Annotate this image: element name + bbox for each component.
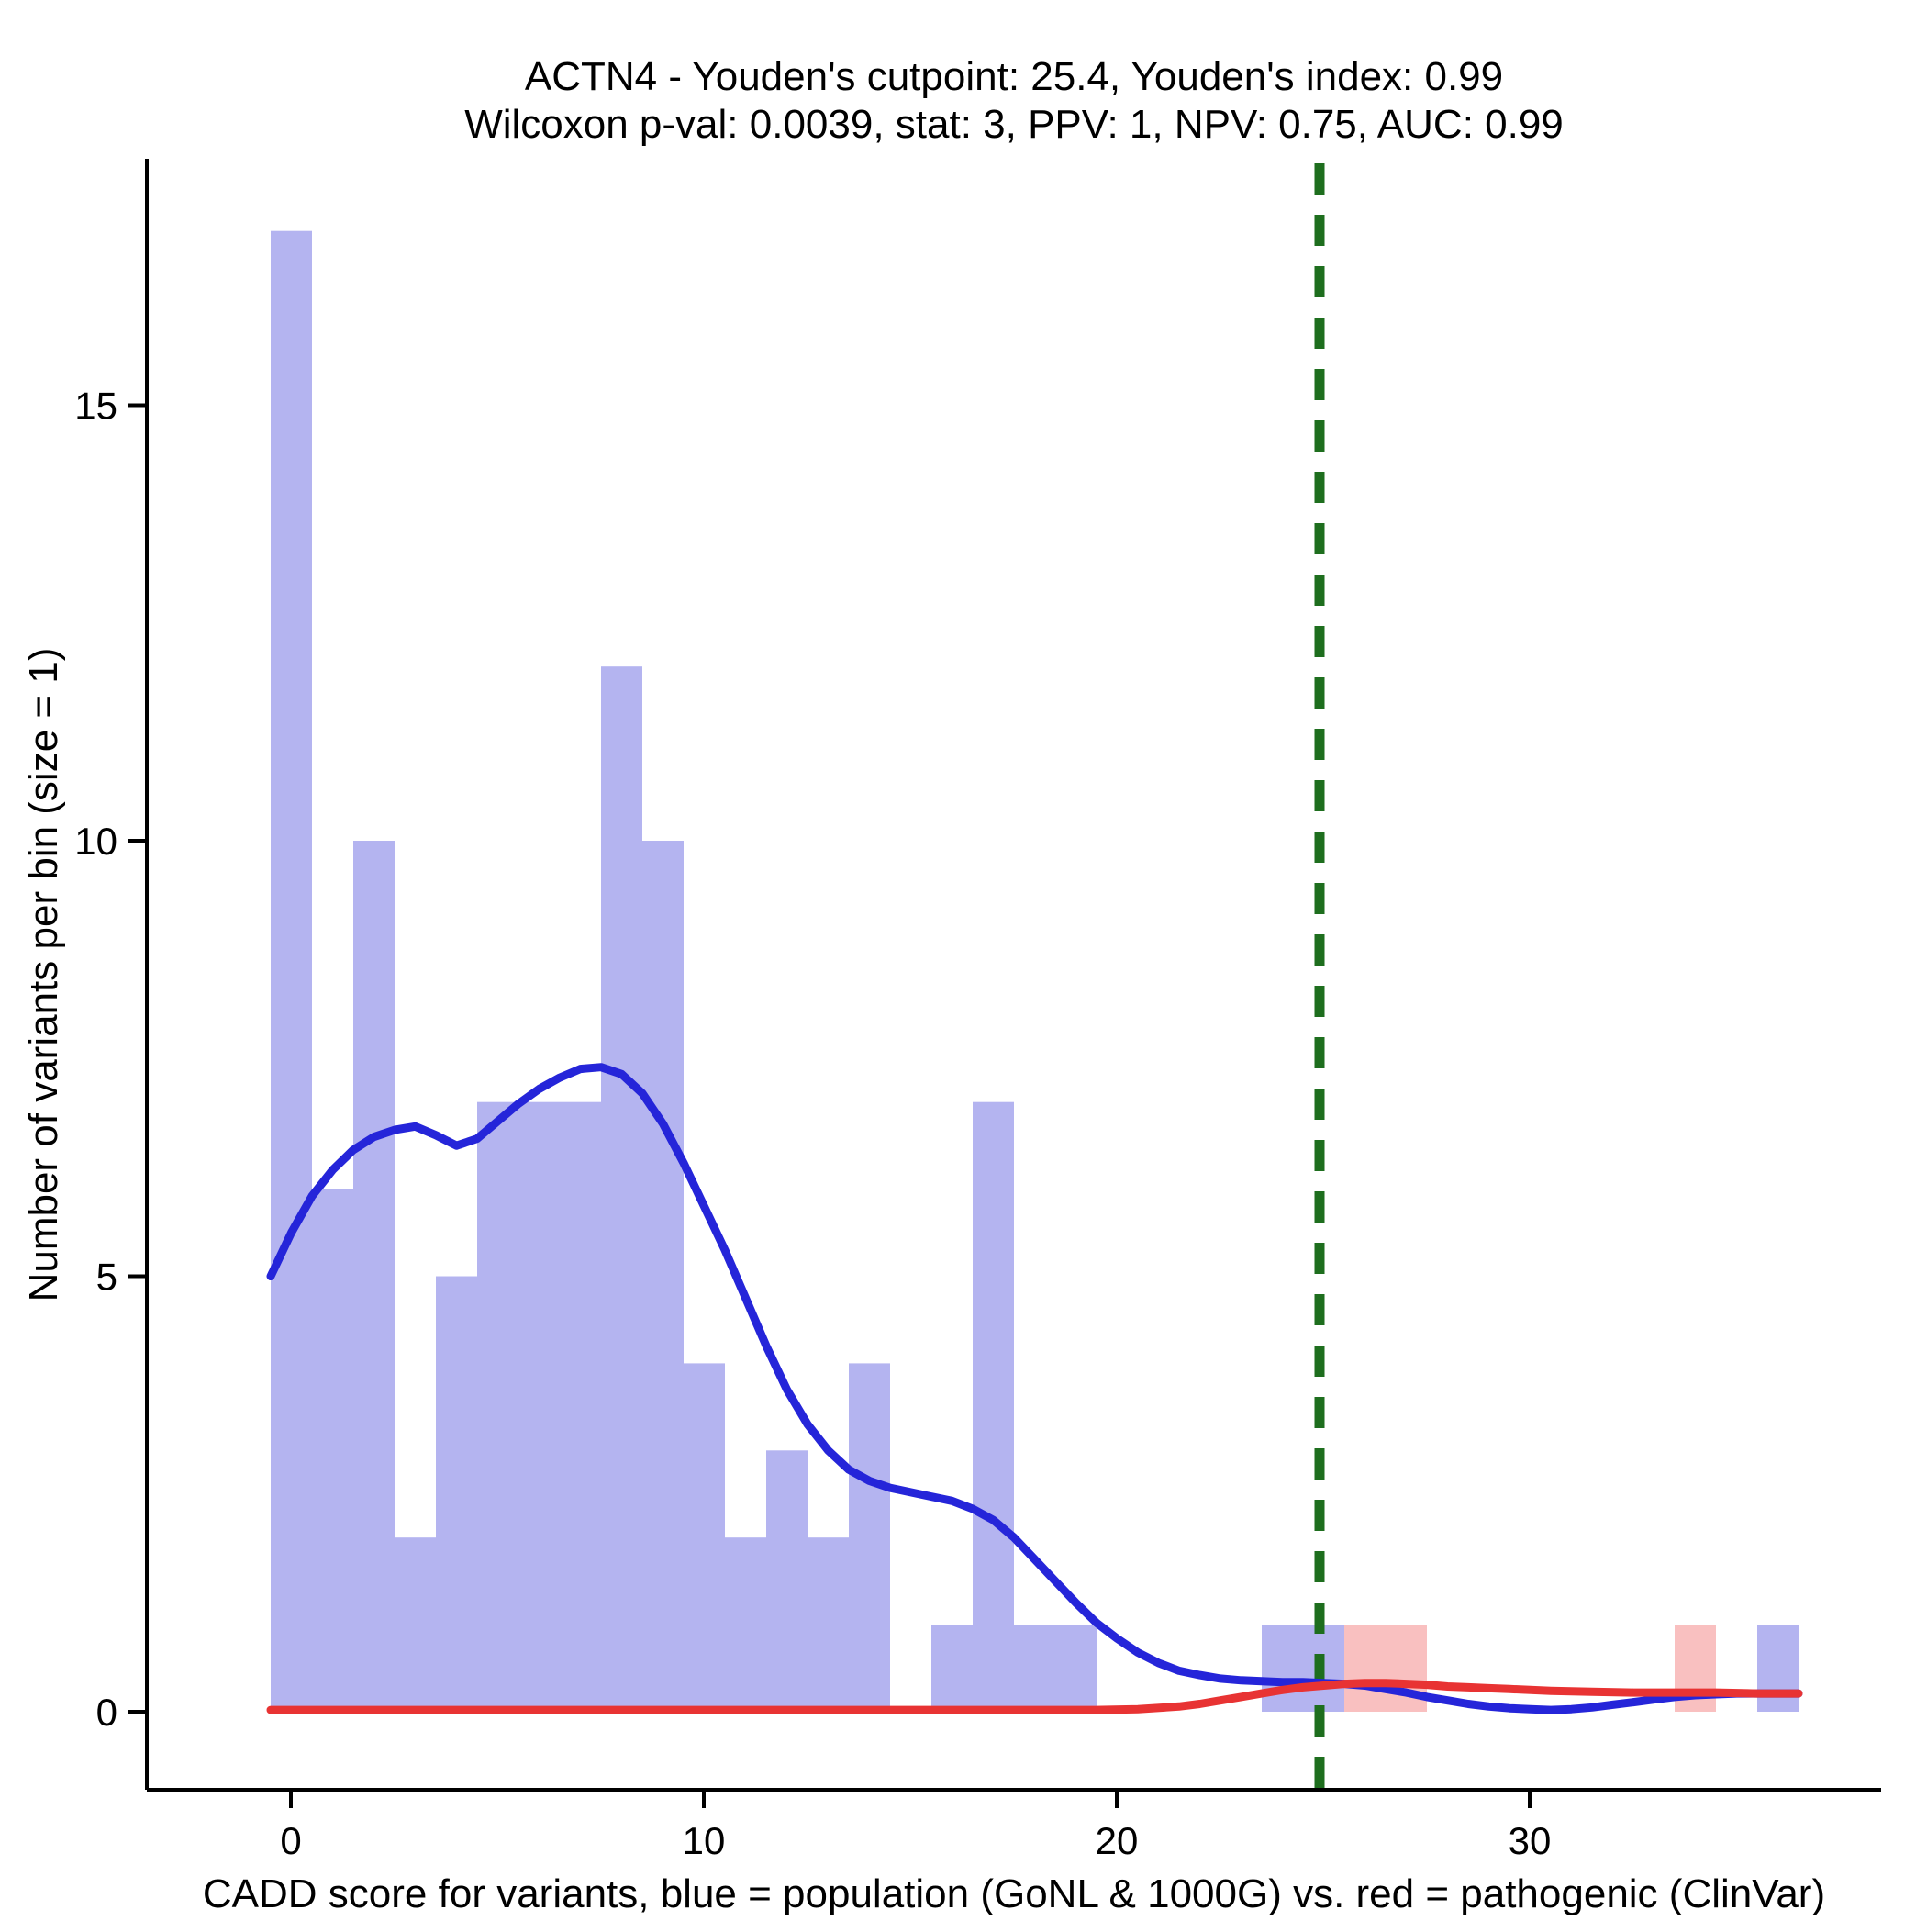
histogram-bar [353,841,395,1712]
x-tick-label: 0 [280,1819,301,1862]
population-density-curve [266,1063,1803,1714]
histogram-bar [766,1450,808,1712]
chart-title-line1: ACTN4 - Youden's cutpoint: 25.4, Youden'… [525,54,1503,99]
y-axis-ticks: 0 5 10 15 [74,385,147,1734]
x-axis-label: CADD score for variants, blue = populati… [203,1871,1825,1916]
histogram-bar [849,1363,890,1712]
x-tick-label: 10 [683,1819,726,1862]
histogram-bar [395,1537,436,1712]
histogram-bar [518,1101,560,1712]
x-tick-label: 30 [1509,1819,1552,1862]
chart-title-line2: Wilcoxon p-val: 0.0039, stat: 3, PPV: 1,… [464,102,1564,147]
histogram-bar [1262,1625,1303,1712]
y-tick-label: 5 [96,1256,117,1299]
y-axis-label: Number of variants per bin (size = 1) [21,648,66,1302]
x-axis-ticks: 0 10 20 30 [280,1790,1551,1862]
population-histogram-bars [271,230,1799,1713]
histogram-bar [1757,1625,1799,1712]
histogram-bar [725,1537,766,1712]
histogram-bar [601,666,642,1713]
histogram-bar [642,841,684,1712]
histogram-bar [1344,1625,1386,1712]
y-tick-label: 15 [74,385,117,428]
histogram-bar [477,1101,518,1712]
histogram-bar [271,230,312,1713]
histogram-bar [973,1101,1014,1712]
x-tick-label: 20 [1096,1819,1139,1862]
pathogenic-density-curve [266,1679,1803,1714]
histogram-bar [684,1363,725,1712]
histogram-bar [560,1101,601,1712]
histogram-bar [931,1625,973,1712]
axes [145,159,1881,1792]
histogram-bar [1014,1625,1055,1712]
histogram-bar [808,1537,849,1712]
y-tick-label: 10 [74,820,117,863]
histogram-bar [312,1189,353,1712]
y-tick-label: 0 [96,1691,117,1734]
histogram-bar [1055,1625,1097,1712]
histogram-bar [436,1276,477,1712]
